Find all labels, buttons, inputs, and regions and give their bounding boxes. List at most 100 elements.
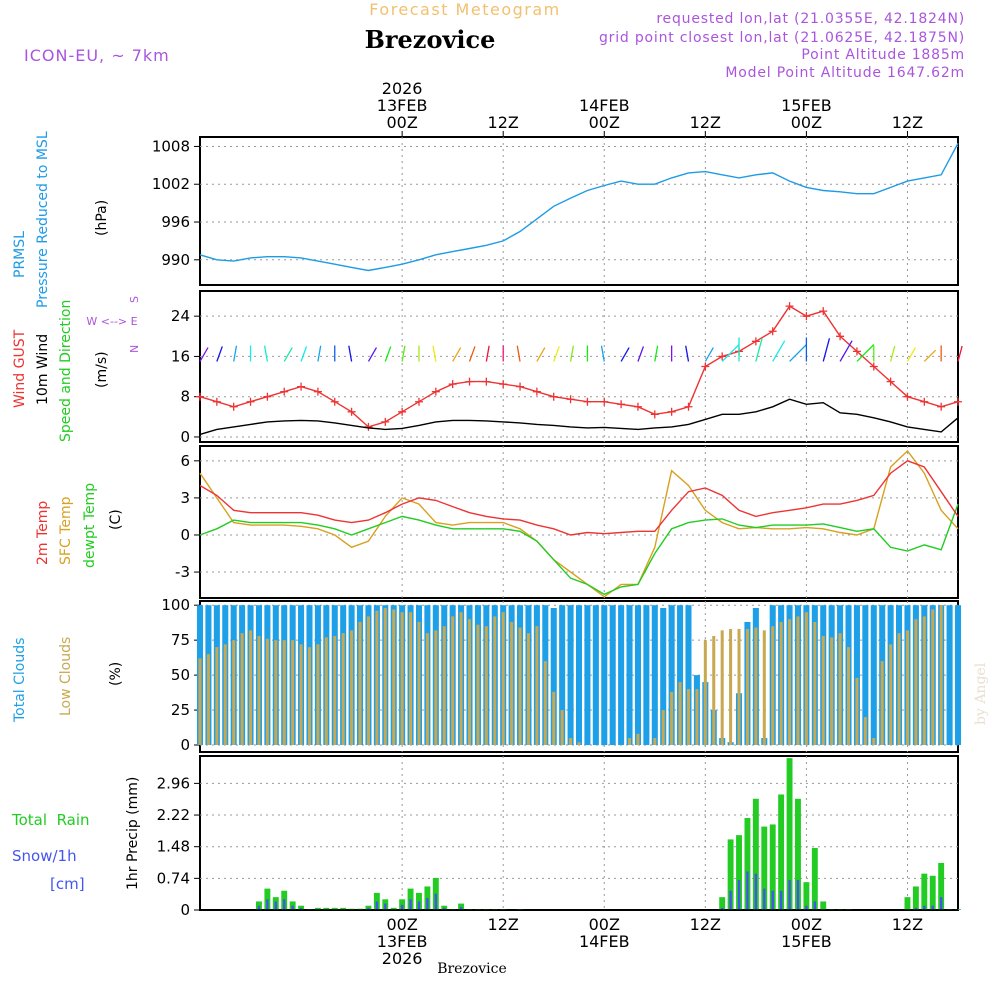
ytick-label: 1.48 bbox=[157, 838, 190, 856]
label-1hr-precip: 1hr Precip (mm) bbox=[125, 777, 141, 890]
low-cloud-bar bbox=[552, 692, 555, 745]
low-cloud-bar bbox=[502, 612, 505, 745]
low-cloud-bar bbox=[207, 654, 210, 745]
ytick-label: 0 bbox=[180, 736, 190, 754]
label-dewpt-temp: dewpt Temp bbox=[82, 483, 98, 568]
low-cloud-bar bbox=[889, 644, 892, 745]
total-cloud-bar bbox=[643, 605, 649, 745]
label-hpa: (hPa) bbox=[94, 200, 110, 236]
low-cloud-bar bbox=[839, 633, 842, 745]
low-cloud-bar bbox=[763, 630, 766, 745]
rain-bar bbox=[913, 886, 919, 910]
ytick-label: 6 bbox=[180, 452, 190, 470]
low-cloud-bar bbox=[519, 628, 522, 745]
gridpoint-coords: grid point closest lon,lat (21.0625E, 42… bbox=[599, 30, 965, 46]
ytick-label: 0.74 bbox=[157, 869, 190, 887]
ytick-label: 16 bbox=[171, 347, 190, 365]
low-cloud-bar bbox=[788, 619, 791, 745]
low-cloud-bar bbox=[704, 640, 707, 745]
low-cloud-bar bbox=[325, 637, 328, 745]
low-cloud-bar bbox=[535, 626, 538, 745]
label-pressure-msl: Pressure Reduced to MSL bbox=[35, 131, 51, 308]
time-label-top: 12Z bbox=[892, 113, 923, 132]
low-cloud-bar bbox=[687, 689, 690, 745]
low-cloud-bar bbox=[241, 633, 244, 745]
compass-rose-icon: N W <--> E S bbox=[86, 296, 141, 353]
snow-bar bbox=[435, 894, 437, 910]
ytick-label: 2.22 bbox=[157, 806, 190, 824]
ytick-label: 0 bbox=[180, 428, 190, 446]
ytick-label: 996 bbox=[161, 213, 190, 231]
low-cloud-bar bbox=[864, 717, 867, 745]
label-10m-wind: 10m Wind bbox=[35, 334, 51, 405]
rain-bar bbox=[921, 874, 927, 910]
total-cloud-bar bbox=[871, 605, 877, 745]
time-label-top: 00Z bbox=[386, 113, 417, 132]
snow-bar bbox=[755, 874, 757, 910]
time-label-bottom: 14FEB bbox=[579, 932, 630, 951]
rain-bar bbox=[812, 848, 818, 910]
low-cloud-bar bbox=[712, 636, 715, 745]
snow-bar bbox=[409, 899, 411, 910]
low-cloud-bar bbox=[426, 633, 429, 745]
ytick-label: 8 bbox=[180, 388, 190, 406]
total-cloud-bar bbox=[652, 605, 658, 745]
time-label-bottom: 12Z bbox=[488, 915, 519, 934]
ytick-label: 0 bbox=[180, 526, 190, 544]
low-cloud-bar bbox=[283, 640, 286, 745]
label-total-clouds: Total Clouds bbox=[12, 638, 28, 723]
low-cloud-bar bbox=[805, 612, 808, 745]
label-low-clouds: Low Clouds bbox=[58, 637, 74, 716]
meteogram-subtitle: Forecast Meteogram bbox=[369, 0, 560, 19]
low-cloud-bar bbox=[300, 644, 303, 745]
rain-bar bbox=[930, 876, 936, 910]
low-cloud-bar bbox=[493, 616, 496, 745]
ytick-label: 0 bbox=[180, 901, 190, 919]
snow-bar bbox=[940, 897, 942, 910]
location-title: Brezovice bbox=[365, 25, 496, 54]
total-cloud-bar bbox=[610, 605, 616, 745]
low-cloud-bar bbox=[249, 630, 252, 745]
time-label-bottom: 12Z bbox=[690, 915, 721, 934]
label-prmsl: PRMSL bbox=[12, 231, 28, 278]
compass-south: S bbox=[128, 296, 141, 303]
ytick-label: 1002 bbox=[152, 175, 190, 193]
low-cloud-bar bbox=[215, 647, 218, 745]
snow-bar bbox=[418, 901, 420, 910]
low-cloud-bar bbox=[257, 636, 260, 745]
model-name: ICON-EU, ~ 7km bbox=[24, 46, 170, 65]
low-cloud-bar bbox=[510, 622, 513, 745]
low-cloud-bar bbox=[409, 612, 412, 745]
snow-bar bbox=[729, 891, 731, 910]
total-cloud-bar bbox=[627, 605, 633, 745]
model-altitude: Model Point Altitude 1647.62m bbox=[725, 65, 965, 81]
panel-frame-temperature bbox=[200, 446, 958, 598]
low-cloud-bar bbox=[350, 630, 353, 745]
low-cloud-bar bbox=[729, 629, 732, 745]
time-label-top: 12Z bbox=[488, 113, 519, 132]
low-cloud-bar bbox=[679, 682, 682, 745]
low-cloud-bar bbox=[670, 692, 673, 745]
label-total-rain: Total Rain bbox=[11, 811, 90, 829]
label-percent: (%) bbox=[108, 662, 124, 686]
snow-bar bbox=[376, 901, 378, 910]
low-cloud-bar bbox=[872, 738, 875, 745]
low-cloud-bar bbox=[485, 626, 488, 745]
ytick-label: 25 bbox=[171, 701, 190, 719]
snow-bar bbox=[384, 904, 386, 910]
low-cloud-bar bbox=[359, 622, 362, 745]
low-cloud-bar bbox=[822, 636, 825, 745]
low-cloud-bar bbox=[274, 640, 277, 745]
snow-bar bbox=[283, 899, 285, 910]
total-cloud-bar bbox=[618, 605, 624, 745]
total-cloud-bar bbox=[576, 605, 582, 745]
low-cloud-bar bbox=[906, 630, 909, 745]
total-cloud-bar bbox=[947, 605, 953, 745]
low-cloud-bar bbox=[291, 640, 294, 745]
low-cloud-bar bbox=[544, 661, 547, 745]
low-cloud-bar bbox=[434, 630, 437, 745]
snow-bar bbox=[763, 889, 765, 910]
label-2m-temp: 2m Temp bbox=[35, 501, 51, 565]
total-cloud-bar bbox=[601, 605, 607, 745]
low-cloud-bar bbox=[780, 622, 783, 745]
